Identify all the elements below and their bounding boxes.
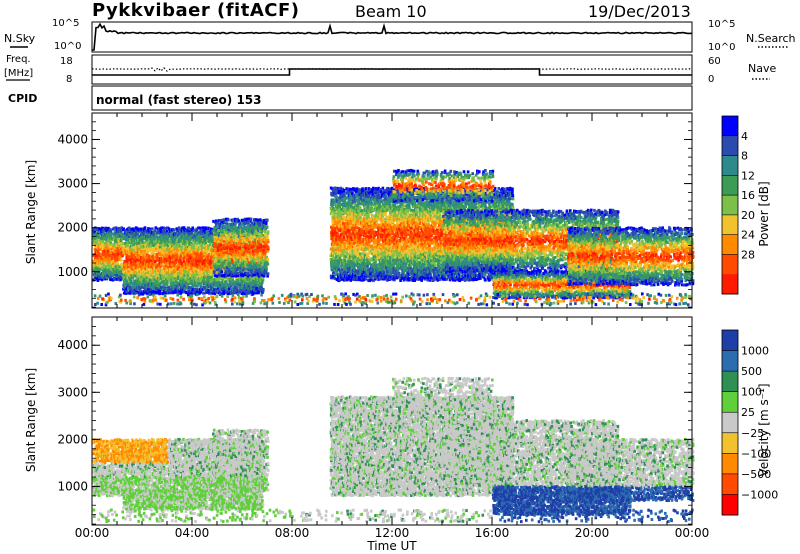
station-title: Pykkvibaer (fitACF) — [92, 0, 299, 21]
colorbar-swatch — [722, 274, 738, 295]
colorbar-swatch — [722, 135, 738, 157]
colorbar-tick-label: −25 — [741, 427, 764, 440]
noise-sky-line — [92, 22, 693, 51]
colorbar-swatch — [722, 473, 738, 495]
colorbar-swatch — [722, 350, 738, 372]
colorbar-tick-label: 24 — [741, 229, 755, 242]
colorbar-tick-label: 4 — [741, 130, 748, 143]
noise-tick-lo-right: 10^0 — [708, 42, 735, 53]
colorbar-swatch — [722, 494, 738, 516]
noise-tick-hi-right: 10^5 — [708, 19, 735, 30]
power-colorbar: 4 8 12 16 20 24 28 — [721, 115, 755, 295]
power-ylabel: Slant Range [km] — [24, 160, 38, 264]
colorbar-swatch — [722, 234, 738, 255]
velocity-heatmap-cells — [92, 376, 695, 524]
colorbar-swatch — [722, 412, 738, 434]
y-tick-label: 2000 — [57, 432, 88, 446]
velocity-ylabel: Slant Range [km] — [24, 368, 38, 472]
colorbar-swatch — [722, 391, 738, 413]
x-tick-label: 20:00 — [575, 526, 610, 540]
freq-label: Freq. — [6, 54, 31, 65]
x-tick-label: 00:00 — [75, 526, 110, 540]
colorbar-swatch — [722, 330, 738, 352]
nave-tick-0: 0 — [708, 74, 714, 85]
colorbar-tick-label: 1000 — [741, 345, 769, 358]
cpid-label: CPID — [8, 92, 37, 105]
y-tick-label: 1000 — [57, 479, 88, 493]
colorbar-swatch — [722, 371, 738, 393]
x-tick-label: 12:00 — [375, 526, 410, 540]
colorbar-swatch — [722, 453, 738, 475]
velocity-colorbar: 1000 500 100 25 −25 −100 −500 −1000 — [721, 329, 778, 516]
velocity-cbar-label: Velocity [m s⁻¹] — [757, 383, 771, 476]
x-tick-label: 08:00 — [275, 526, 310, 540]
y-tick-label: 3000 — [57, 177, 88, 191]
noise-tick-lo-left: 10^0 — [54, 41, 81, 52]
colorbar-swatch — [722, 214, 738, 236]
colorbar-tick-label: 25 — [741, 406, 755, 419]
nsky-label: N.Sky — [4, 32, 36, 45]
y-tick-label: 4000 — [57, 132, 88, 146]
colorbar-tick-label: 8 — [741, 150, 748, 163]
x-tick-label: 04:00 — [175, 526, 210, 540]
colorbar-tick-label: 28 — [741, 248, 755, 261]
time-axis-title: Time UT — [366, 539, 417, 553]
y-tick-label: 3000 — [57, 385, 88, 399]
colorbar-swatch — [722, 116, 738, 137]
freq-unit: [MHz] — [4, 68, 33, 79]
frequency-line — [92, 68, 692, 76]
colorbar-tick-label: −100 — [741, 447, 771, 460]
colorbar-swatch — [722, 432, 738, 454]
y-tick-label: 4000 — [57, 338, 88, 352]
nave-label: Nave — [748, 62, 776, 75]
colorbar-swatch — [722, 195, 738, 216]
power-panel: 1000 2000 3000 4000 Slant Range [km] 4 8 12 16… — [24, 112, 771, 309]
freq-tick-8: 8 — [66, 74, 72, 85]
y-tick-label: 1000 — [57, 265, 88, 279]
noise-panel: N.Sky 10^5 10^0 10^5 10^0 N.Search — [4, 18, 796, 53]
velocity-axes: 1000 2000 3000 4000 — [57, 317, 693, 525]
freq-panel: Freq. [MHz] 18 8 60 0 Nave — [4, 54, 776, 85]
y-tick-label: 2000 — [57, 221, 88, 235]
colorbar-tick-label: 500 — [741, 365, 762, 378]
nsearch-label: N.Search — [746, 32, 796, 45]
colorbar-swatch — [722, 254, 738, 275]
colorbar-tick-label: −500 — [741, 468, 771, 481]
colorbar-tick-label: 12 — [741, 169, 755, 182]
x-tick-label: 00:00 — [675, 526, 710, 540]
colorbar-tick-label: 20 — [741, 209, 755, 222]
nave-line — [91, 67, 692, 72]
colorbar-swatch — [722, 155, 738, 176]
power-cbar-label: Power [dB] — [757, 181, 771, 246]
date-label: 19/Dec/2013 — [588, 2, 691, 21]
colorbar-tick-label: −1000 — [741, 488, 778, 501]
colorbar-tick-label: 16 — [741, 189, 755, 202]
noise-tick-hi-left: 10^5 — [52, 18, 79, 29]
time-axis-labels: 00:00 04:00 08:00 12:00 16:00 20:00 00:00 — [75, 526, 710, 540]
nave-tick-60: 60 — [708, 56, 721, 67]
freq-tick-18: 18 — [60, 56, 73, 67]
cpid-panel: CPID normal (fast stereo) 153 — [8, 85, 693, 111]
colorbar-tick-label: 100 — [741, 386, 762, 399]
x-tick-label: 16:00 — [475, 526, 510, 540]
power-axes: 1000 2000 3000 4000 — [57, 113, 693, 308]
power-heatmap-cells — [92, 168, 695, 307]
beam-label: Beam 10 — [355, 2, 427, 21]
cpid-value: normal (fast stereo) 153 — [96, 93, 262, 107]
velocity-panel: 1000 2000 3000 4000 Slant Range [km] 1000 50… — [24, 316, 778, 526]
colorbar-swatch — [722, 175, 738, 196]
